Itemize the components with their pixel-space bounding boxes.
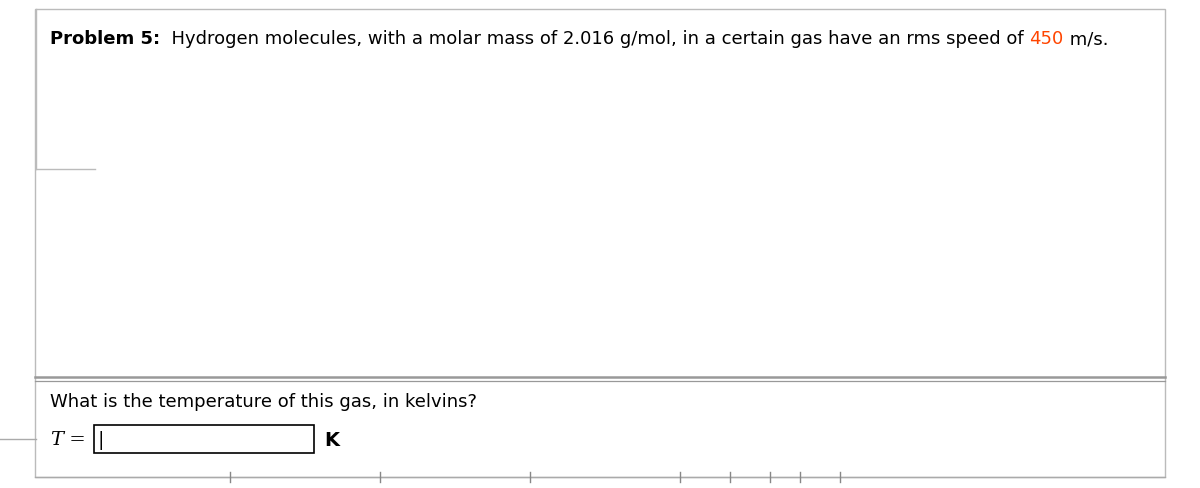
Text: 450: 450: [1030, 30, 1063, 48]
Text: |: |: [98, 429, 104, 448]
Text: =: =: [64, 430, 92, 448]
Text: Problem 5:: Problem 5:: [50, 30, 160, 48]
Text: m/s.: m/s.: [1063, 30, 1109, 48]
Text: Hydrogen molecules, with a molar mass of 2.016 g/mol, in a certain gas have an r: Hydrogen molecules, with a molar mass of…: [160, 30, 1030, 48]
Text: What is the temperature of this gas, in kelvins?: What is the temperature of this gas, in …: [50, 392, 478, 410]
FancyBboxPatch shape: [94, 425, 314, 453]
Text: T: T: [50, 430, 64, 448]
FancyBboxPatch shape: [35, 10, 1165, 477]
Text: K: K: [324, 429, 340, 448]
